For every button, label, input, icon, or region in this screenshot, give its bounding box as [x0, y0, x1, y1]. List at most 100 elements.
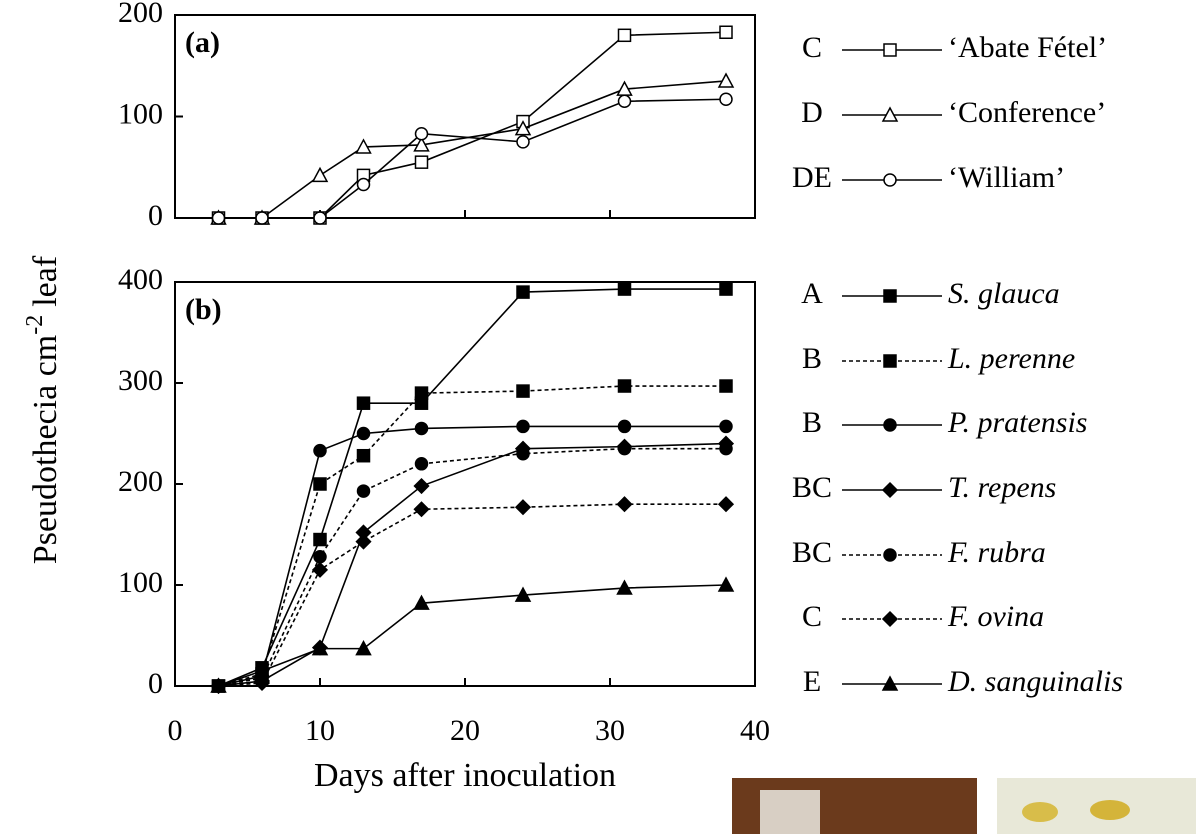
marker — [355, 640, 372, 656]
marker — [719, 92, 733, 106]
x-tick-label: 40 — [740, 714, 770, 747]
panel-label: (a) — [185, 26, 220, 59]
marker — [313, 443, 327, 458]
marker — [356, 396, 371, 410]
legend-label: D. sanguinalis — [947, 665, 1123, 698]
marker — [210, 677, 227, 693]
marker — [313, 477, 327, 491]
marker — [514, 499, 532, 516]
marker — [616, 579, 633, 595]
significance-group: BC — [792, 536, 832, 569]
series-line — [218, 80, 727, 219]
significance-group: BC — [792, 471, 832, 504]
legend-label: ‘Abate Fétel’ — [948, 31, 1107, 64]
marker — [313, 211, 327, 225]
marker — [356, 484, 371, 498]
x-axis-label: Days after inoculation — [314, 757, 616, 794]
y-axis-label-main: Pseudothecia cm — [27, 335, 64, 564]
marker — [616, 496, 633, 513]
marker — [313, 532, 327, 547]
legend-label: T. repens — [948, 471, 1056, 504]
photo-detail — [1022, 802, 1058, 822]
marker — [414, 386, 429, 400]
significance-group: E — [803, 665, 821, 698]
marker — [311, 166, 329, 183]
plot-frame — [174, 14, 756, 219]
significance-group: D — [801, 96, 823, 129]
y-tick-label: 0 — [148, 667, 163, 700]
y-tick-label: 200 — [118, 465, 163, 498]
marker — [617, 28, 632, 43]
marker — [253, 674, 271, 692]
marker — [356, 177, 371, 192]
significance-group: DE — [792, 161, 832, 194]
marker — [617, 282, 632, 296]
significance-group: B — [802, 406, 822, 439]
legend-marker — [881, 106, 899, 122]
series-line — [218, 31, 727, 219]
plot-frame — [174, 281, 756, 687]
marker — [356, 426, 371, 441]
marker — [516, 285, 530, 299]
series-line — [218, 447, 726, 687]
marker — [617, 419, 632, 434]
series-line — [218, 288, 726, 687]
marker — [313, 549, 327, 564]
x-tick-label: 0 — [168, 714, 183, 747]
marker — [516, 135, 530, 149]
y-tick-label: 400 — [118, 263, 163, 296]
x-tick-label: 20 — [450, 714, 480, 747]
y-axis-label-suffix: leaf — [27, 255, 64, 307]
legend-marker — [883, 418, 897, 432]
legend-label: ‘Conference’ — [948, 96, 1106, 129]
significance-group: C — [802, 31, 822, 64]
legend-marker — [883, 289, 897, 303]
marker — [355, 138, 372, 154]
marker — [516, 384, 530, 398]
y-axis-label-superscript: -2 — [22, 315, 48, 335]
legend-marker — [881, 481, 899, 499]
y-tick-label: 0 — [148, 199, 163, 232]
marker — [413, 477, 430, 495]
marker — [253, 662, 271, 678]
y-axis-label: Pseudothecia cm-2 leaf — [22, 255, 64, 564]
marker — [516, 419, 530, 434]
significance-group: A — [801, 277, 823, 310]
marker — [413, 136, 430, 152]
series-line — [218, 425, 726, 687]
marker — [617, 94, 632, 109]
marker — [514, 586, 532, 602]
marker — [414, 127, 429, 141]
x-tick-label: 30 — [595, 714, 625, 747]
marker — [617, 441, 632, 456]
marker — [516, 446, 530, 461]
marker — [356, 448, 371, 463]
photo-detail — [1090, 800, 1130, 820]
marker — [719, 282, 733, 296]
legend-label: F. ovina — [947, 600, 1044, 633]
legend-marker — [881, 675, 899, 691]
marker — [414, 457, 429, 471]
marker — [717, 72, 735, 88]
legend-label: S. glauca — [948, 277, 1060, 310]
marker — [414, 155, 429, 169]
marker — [311, 561, 329, 578]
marker — [311, 640, 329, 656]
legend-label: P. pratensis — [947, 406, 1087, 439]
marker — [255, 211, 269, 225]
series-line — [218, 98, 727, 219]
marker — [414, 421, 429, 436]
marker — [719, 441, 733, 456]
series-line — [218, 584, 727, 687]
legend-marker — [883, 354, 897, 368]
series-line — [218, 442, 727, 687]
legend-marker — [883, 173, 897, 187]
legend-marker — [883, 548, 897, 562]
marker — [355, 533, 372, 550]
legend-marker — [883, 43, 897, 57]
legend-marker — [881, 610, 899, 628]
y-tick-label: 100 — [118, 566, 163, 599]
legend-label: F. rubra — [947, 536, 1046, 569]
marker — [413, 501, 430, 518]
marker — [211, 211, 226, 225]
